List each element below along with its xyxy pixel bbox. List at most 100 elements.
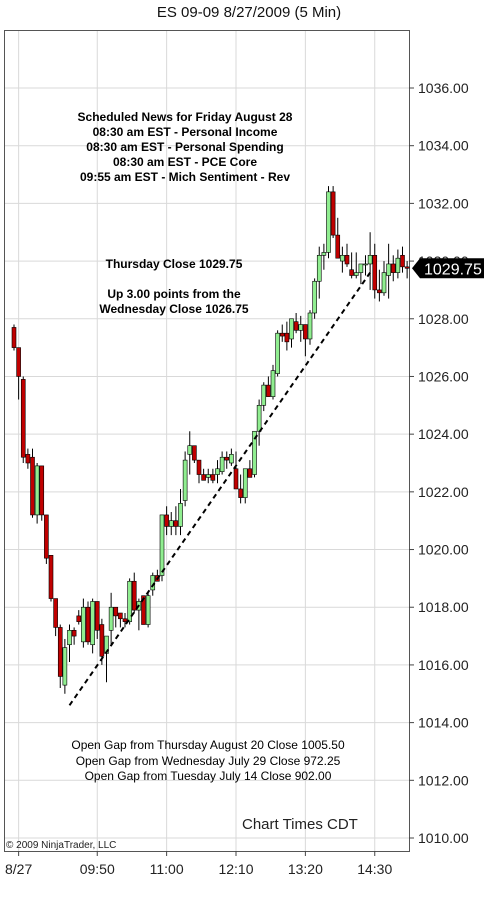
candle: [192, 445, 197, 463]
candle: [238, 474, 243, 504]
candle-body: [201, 474, 206, 481]
chart-times-label: Chart Times CDT: [242, 816, 358, 833]
candle-body: [261, 384, 267, 406]
candle-body: [118, 612, 123, 620]
candle-body: [326, 191, 331, 253]
candle-body: [372, 255, 378, 291]
y-tick-label: 1014.00: [418, 715, 469, 731]
candle: [284, 321, 290, 351]
candle: [312, 278, 317, 319]
news-line: 08:30 am EST - Personal Spending: [86, 140, 284, 154]
candle-body: [229, 454, 234, 464]
candle-body: [71, 630, 77, 637]
candle-body: [293, 321, 299, 331]
candle: [293, 313, 299, 334]
candle: [261, 382, 267, 412]
candle: [178, 488, 183, 536]
candle: [118, 612, 123, 628]
candle: [187, 431, 193, 475]
candle-body: [381, 272, 387, 294]
candle-body: [11, 327, 17, 348]
x-tick-label: 13:20: [288, 861, 323, 877]
candle: [85, 601, 91, 645]
trendline-line: [68, 272, 371, 706]
candle: [266, 376, 271, 397]
candle-body: [25, 454, 31, 464]
candle: [25, 448, 31, 469]
candle-body: [108, 606, 114, 631]
candle-body: [340, 255, 345, 262]
candle-body: [48, 555, 54, 599]
candle-body: [141, 595, 146, 625]
candle-body: [215, 468, 220, 475]
candle: [224, 451, 230, 469]
candle: [367, 232, 373, 290]
candle: [173, 506, 179, 536]
y-tick-label: 1012.00: [418, 772, 469, 788]
candle: [242, 468, 248, 504]
candle: [210, 468, 216, 484]
candle-body: [62, 647, 68, 686]
candle: [39, 465, 45, 521]
candle-body: [284, 332, 290, 343]
candle-body: [242, 468, 248, 498]
candle-body: [173, 520, 179, 527]
candle-body: [76, 615, 82, 622]
candle-body: [44, 514, 49, 559]
candle: [16, 347, 21, 400]
chart-title: ES 09-09 8/27/2009 (5 Min): [156, 4, 342, 21]
candle: [53, 598, 58, 637]
candle: [386, 243, 391, 299]
gap-line: Open Gap from Thursday August 20 Close 1…: [71, 738, 345, 752]
candle: [229, 448, 234, 466]
y-tick-label: 1026.00: [418, 368, 469, 384]
candle-body: [270, 370, 276, 397]
close-annotation: Thursday Close 1029.75 Up 3.00 points fr…: [99, 257, 248, 317]
candle-body: [187, 445, 193, 455]
candle-body: [353, 272, 359, 276]
x-axis: 8/27 09:50 11:00 12:10 13:20 14:30: [5, 851, 392, 877]
candle-body: [39, 465, 45, 516]
candle: [164, 506, 169, 536]
candle-body: [307, 312, 313, 340]
candle: [400, 246, 405, 273]
candle-body: [34, 465, 40, 516]
candle: [326, 186, 331, 259]
y-tick-label: 1028.00: [418, 311, 469, 327]
candle: [372, 243, 378, 299]
candle-body: [57, 627, 63, 677]
candle: [335, 217, 341, 259]
candle: [298, 315, 304, 342]
candle: [196, 459, 202, 484]
candle-body: [400, 255, 405, 268]
candle: [279, 324, 285, 342]
candle: [67, 624, 72, 663]
candle: [201, 468, 206, 481]
candle: [205, 468, 211, 484]
candle: [390, 255, 396, 282]
candle-body: [94, 601, 100, 631]
candle-body: [233, 468, 239, 490]
candle: [159, 514, 165, 582]
candle: [404, 261, 410, 279]
y-tick-label: 1010.00: [418, 830, 469, 846]
candle-body: [168, 520, 174, 527]
candle: [168, 512, 174, 536]
x-tick-label: 12:10: [218, 861, 253, 877]
news-line: 08:30 am EST - Personal Income: [92, 125, 278, 139]
candle-body: [182, 459, 188, 501]
candle-body: [238, 488, 243, 498]
candle-body: [386, 263, 391, 276]
y-tick-label: 1034.00: [418, 138, 469, 154]
candle: [381, 261, 387, 296]
candle-body: [363, 263, 368, 266]
close-line: Up 3.00 points from the: [107, 287, 241, 301]
candle-body: [344, 255, 350, 265]
close-line: [99, 272, 248, 287]
candle-body: [210, 474, 216, 481]
candle: [289, 318, 294, 348]
news-line: 09:55 am EST - Mich Sentiment - Rev: [79, 170, 291, 184]
news-line: Scheduled News for Friday August 28: [77, 110, 293, 124]
candle-body: [298, 324, 304, 331]
candle-body: [205, 474, 211, 478]
